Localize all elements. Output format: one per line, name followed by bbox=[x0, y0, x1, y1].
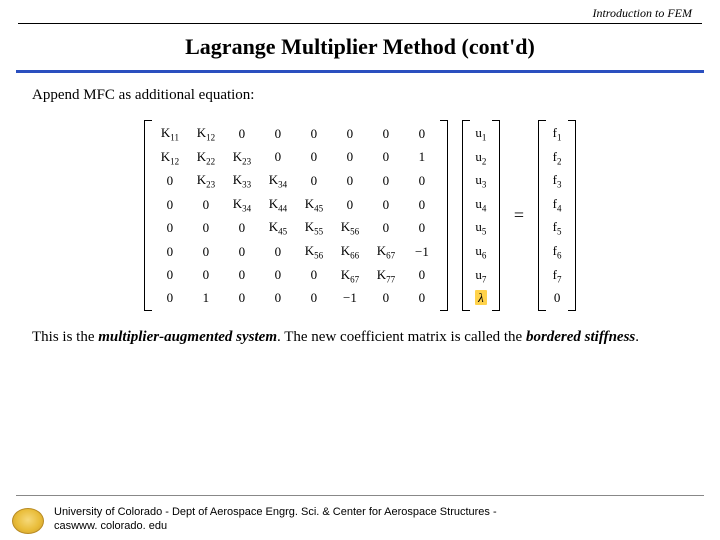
title-underline bbox=[16, 70, 704, 73]
matrix-cell: K44 bbox=[260, 193, 296, 217]
matrix-cell: 0 bbox=[296, 146, 332, 170]
slide-title: Lagrange Multiplier Method (cont'd) bbox=[0, 24, 720, 66]
matrix-cell: K66 bbox=[332, 240, 368, 264]
footer: University of Colorado - Dept of Aerospa… bbox=[0, 506, 720, 534]
matrix-cell: 0 bbox=[152, 264, 188, 288]
matrix-cell: 0 bbox=[404, 287, 440, 309]
matrix-cell: 0 bbox=[332, 169, 368, 193]
matrix-cell: 0 bbox=[152, 169, 188, 193]
vector-cell: f2 bbox=[546, 146, 568, 170]
matrix-cell: 0 bbox=[296, 287, 332, 309]
matrix-cell: 0 bbox=[404, 264, 440, 288]
matrix-cell: K33 bbox=[224, 169, 260, 193]
matrix-cell: 1 bbox=[188, 287, 224, 309]
matrix-cell: 0 bbox=[152, 216, 188, 240]
matrix-cell: K45 bbox=[296, 193, 332, 217]
matrix-cell: 0 bbox=[404, 169, 440, 193]
matrix-cell: 0 bbox=[296, 264, 332, 288]
matrix-cell: 0 bbox=[368, 146, 404, 170]
vector-cell: f7 bbox=[546, 264, 568, 288]
header-context: Introduction to FEM bbox=[0, 0, 720, 23]
matrix-cell: 0 bbox=[152, 287, 188, 309]
matrix-cell: 0 bbox=[188, 264, 224, 288]
matrix-cell: 0 bbox=[368, 122, 404, 146]
vector-cell: u5 bbox=[470, 216, 492, 240]
matrix-cell: K45 bbox=[260, 216, 296, 240]
matrix-cell: K22 bbox=[188, 146, 224, 170]
matrix-cell: K12 bbox=[152, 146, 188, 170]
matrix-cell: −1 bbox=[332, 287, 368, 309]
matrix-cell: 0 bbox=[260, 146, 296, 170]
matrix-cell: 0 bbox=[404, 193, 440, 217]
vector-cell: u2 bbox=[470, 146, 492, 170]
matrix-cell: 0 bbox=[224, 240, 260, 264]
matrix-cell: K67 bbox=[332, 264, 368, 288]
footer-rule bbox=[16, 495, 704, 496]
matrix-cell: 0 bbox=[224, 122, 260, 146]
vector-cell: f1 bbox=[546, 122, 568, 146]
matrix-cell: 0 bbox=[224, 216, 260, 240]
matrix-cell: 0 bbox=[404, 216, 440, 240]
matrix-cell: K34 bbox=[260, 169, 296, 193]
matrix-cell: 0 bbox=[224, 264, 260, 288]
matrix-cell: K77 bbox=[368, 264, 404, 288]
vector-cell: 0 bbox=[546, 287, 568, 309]
conclusion-text: This is the multiplier-augmented system.… bbox=[0, 319, 720, 354]
matrix-cell: K23 bbox=[224, 146, 260, 170]
matrix-cell: 0 bbox=[260, 287, 296, 309]
matrix-cell: K55 bbox=[296, 216, 332, 240]
vector-cell: f5 bbox=[546, 216, 568, 240]
matrix-cell: K56 bbox=[332, 216, 368, 240]
vector-cell: f6 bbox=[546, 240, 568, 264]
matrix-cell: 0 bbox=[260, 264, 296, 288]
footer-text: University of Colorado - Dept of Aerospa… bbox=[54, 506, 497, 534]
matrix-cell: K11 bbox=[152, 122, 188, 146]
vector-u: u1u2u3u4u5u6u7λ bbox=[462, 120, 500, 311]
matrix-cell: 0 bbox=[368, 169, 404, 193]
matrix-cell: −1 bbox=[404, 240, 440, 264]
matrix-cell: 0 bbox=[332, 193, 368, 217]
matrix-cell: 1 bbox=[404, 146, 440, 170]
vector-cell: u1 bbox=[470, 122, 492, 146]
matrix-cell: K56 bbox=[296, 240, 332, 264]
matrix-cell: 0 bbox=[152, 193, 188, 217]
matrix-cell: 0 bbox=[296, 122, 332, 146]
vector-cell: f4 bbox=[546, 193, 568, 217]
vector-f: f1f2f3f4f5f6f70 bbox=[538, 120, 576, 311]
matrix-cell: K34 bbox=[224, 193, 260, 217]
matrix-cell: 0 bbox=[188, 216, 224, 240]
matrix-cell: 0 bbox=[368, 287, 404, 309]
matrix-cell: 0 bbox=[332, 122, 368, 146]
vector-cell: λ bbox=[470, 287, 492, 309]
matrix-cell: 0 bbox=[260, 122, 296, 146]
matrix-cell: 0 bbox=[260, 240, 296, 264]
matrix-cell: 0 bbox=[332, 146, 368, 170]
intro-text: Append MFC as additional equation: bbox=[0, 83, 720, 112]
matrix-cell: K23 bbox=[188, 169, 224, 193]
cu-logo-icon bbox=[12, 506, 46, 534]
matrix-cell: 0 bbox=[188, 193, 224, 217]
vector-cell: u7 bbox=[470, 264, 492, 288]
equals-sign: = bbox=[504, 205, 534, 226]
matrix-cell: 0 bbox=[404, 122, 440, 146]
matrix-cell: 0 bbox=[368, 193, 404, 217]
vector-cell: u4 bbox=[470, 193, 492, 217]
matrix-equation: K11K12000000K12K22K23000010K23K33K340000… bbox=[0, 112, 720, 319]
matrix-cell: K12 bbox=[188, 122, 224, 146]
matrix-cell: 0 bbox=[224, 287, 260, 309]
vector-cell: f3 bbox=[546, 169, 568, 193]
matrix-cell: 0 bbox=[368, 216, 404, 240]
matrix-cell: 0 bbox=[152, 240, 188, 264]
matrix-cell: K67 bbox=[368, 240, 404, 264]
vector-cell: u3 bbox=[470, 169, 492, 193]
vector-cell: u6 bbox=[470, 240, 492, 264]
matrix-cell: 0 bbox=[296, 169, 332, 193]
matrix-K: K11K12000000K12K22K23000010K23K33K340000… bbox=[144, 120, 448, 311]
matrix-cell: 0 bbox=[188, 240, 224, 264]
